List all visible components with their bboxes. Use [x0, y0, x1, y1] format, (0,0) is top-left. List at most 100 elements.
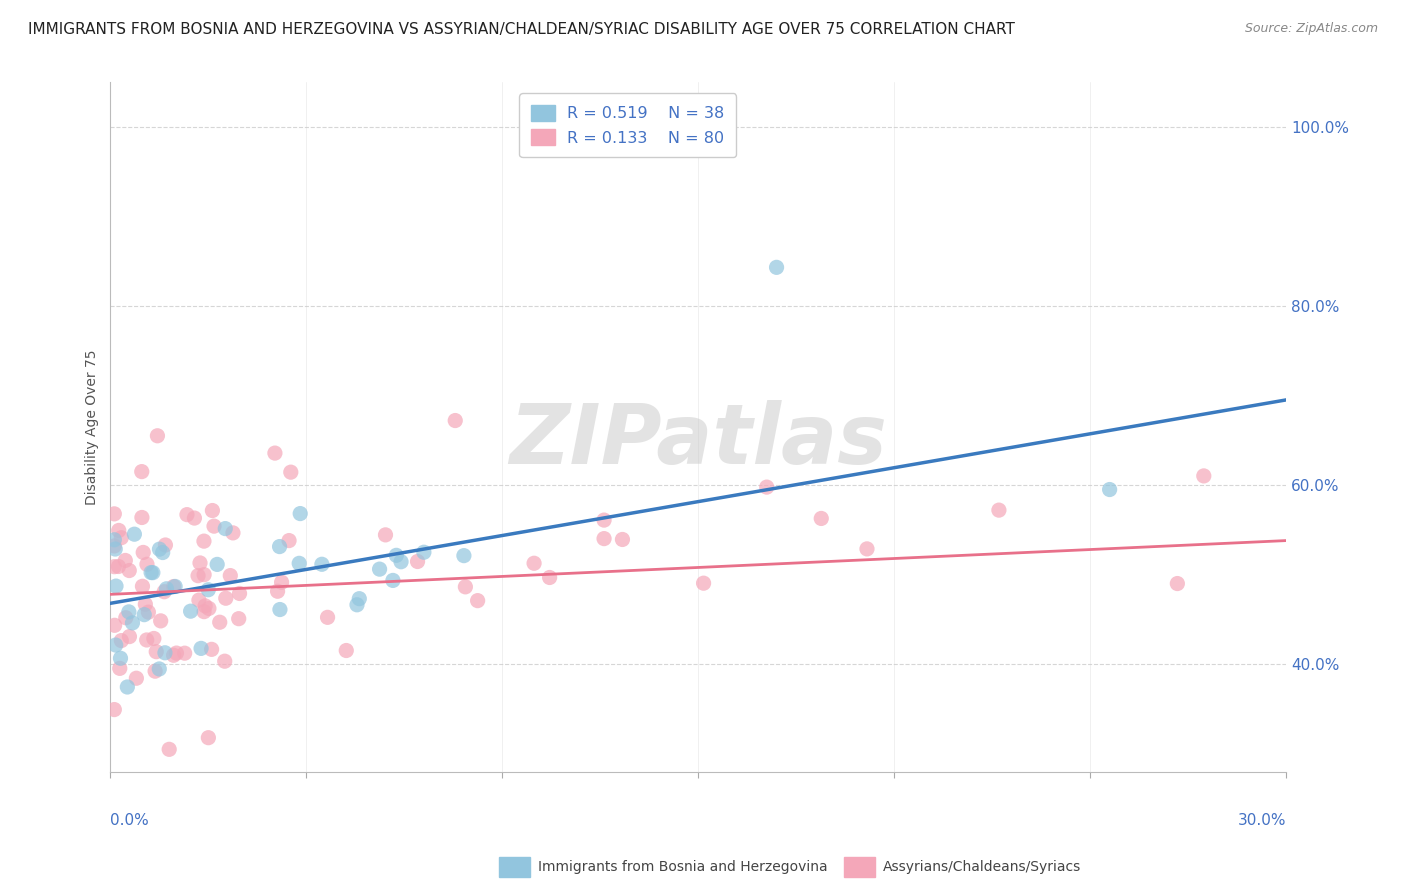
Point	[538, 570, 561, 584]
Point	[145, 645, 167, 659]
Point	[201, 642, 224, 657]
Point	[152, 545, 174, 559]
Point	[163, 580, 186, 594]
Point	[810, 511, 832, 525]
Point	[103, 702, 125, 716]
Point	[453, 549, 475, 563]
Point	[214, 522, 236, 536]
Point	[136, 558, 159, 572]
Point	[454, 580, 477, 594]
Point	[104, 638, 127, 652]
Point	[280, 465, 302, 479]
Point	[349, 591, 371, 606]
Point	[110, 633, 132, 648]
Point	[214, 654, 236, 668]
Point	[219, 568, 242, 582]
Point	[228, 612, 250, 626]
Point	[187, 568, 209, 582]
Point	[987, 503, 1010, 517]
Point	[103, 539, 125, 553]
Point	[193, 567, 215, 582]
Point	[142, 632, 165, 646]
Point	[146, 429, 169, 443]
Point	[593, 513, 616, 527]
Point	[389, 555, 412, 569]
Point	[176, 508, 198, 522]
Point	[270, 575, 292, 590]
Point	[198, 601, 221, 615]
Point	[374, 528, 396, 542]
Text: 30.0%: 30.0%	[1237, 814, 1286, 828]
Point	[1098, 483, 1121, 497]
Point	[593, 532, 616, 546]
Point	[269, 540, 291, 554]
Point	[162, 648, 184, 663]
Point	[165, 579, 187, 593]
Point	[385, 549, 408, 563]
Point	[131, 510, 153, 524]
Point	[121, 615, 143, 630]
Point	[157, 742, 180, 756]
Text: 0.0%: 0.0%	[111, 814, 149, 828]
Point	[114, 611, 136, 625]
Point	[118, 630, 141, 644]
Point	[201, 503, 224, 517]
Point	[166, 646, 188, 660]
Point	[311, 558, 333, 572]
Point	[523, 556, 546, 570]
Point	[755, 480, 778, 494]
Point	[143, 664, 166, 678]
Point	[117, 680, 139, 694]
Point	[202, 519, 225, 533]
Point	[228, 586, 250, 600]
Point	[103, 559, 125, 574]
Point	[205, 558, 228, 572]
Point	[110, 531, 132, 545]
Point	[288, 557, 311, 571]
Point	[290, 507, 312, 521]
Point	[346, 598, 368, 612]
Point	[148, 542, 170, 557]
Point	[188, 556, 211, 570]
Point	[114, 553, 136, 567]
Point	[125, 671, 148, 685]
Point	[118, 564, 141, 578]
Point	[444, 413, 467, 427]
Point	[155, 538, 177, 552]
Point	[412, 545, 434, 559]
Point	[134, 607, 156, 622]
Point	[132, 545, 155, 559]
Point	[266, 584, 288, 599]
Point	[107, 559, 129, 574]
Point	[406, 554, 429, 568]
Text: IMMIGRANTS FROM BOSNIA AND HERZEGOVINA VS ASSYRIAN/CHALDEAN/SYRIAC DISABILITY AG: IMMIGRANTS FROM BOSNIA AND HERZEGOVINA V…	[28, 22, 1015, 37]
Point	[138, 605, 160, 619]
Point	[222, 525, 245, 540]
Point	[215, 591, 238, 606]
Point	[183, 511, 205, 525]
Text: Assyrians/Chaldeans/Syriacs: Assyrians/Chaldeans/Syriacs	[883, 860, 1081, 874]
Point	[193, 534, 215, 549]
Point	[131, 465, 153, 479]
Point	[1192, 469, 1215, 483]
Point	[149, 614, 172, 628]
Point	[180, 604, 202, 618]
Text: Immigrants from Bosnia and Herzegovina: Immigrants from Bosnia and Herzegovina	[538, 860, 828, 874]
Point	[856, 541, 879, 556]
Point	[131, 579, 153, 593]
Point	[153, 646, 176, 660]
Point	[155, 582, 177, 596]
Point	[134, 597, 156, 611]
Point	[104, 618, 127, 632]
Point	[139, 566, 162, 580]
Point	[124, 527, 146, 541]
Point	[107, 524, 129, 538]
Point	[765, 260, 787, 275]
Point	[103, 533, 125, 547]
Point	[368, 562, 391, 576]
Y-axis label: Disability Age Over 75: Disability Age Over 75	[86, 349, 100, 505]
Point	[335, 643, 357, 657]
Point	[194, 599, 217, 613]
Point	[467, 593, 489, 607]
Point	[612, 533, 634, 547]
